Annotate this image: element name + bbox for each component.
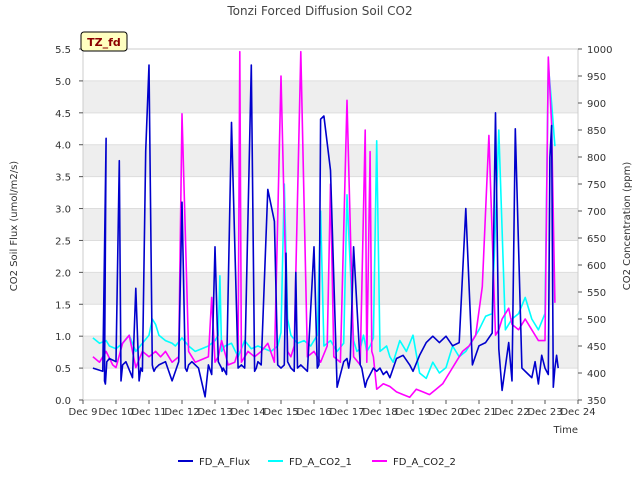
y-right-tick-label: 550 [587, 288, 606, 299]
y-right-tick-label: 450 [587, 342, 606, 353]
y-left-tick-label: 4.0 [55, 141, 71, 152]
site-badge: TZ_fd [80, 31, 128, 52]
y-right-tick-label: 900 [587, 99, 606, 110]
legend-item-co2-2: FD_A_CO2_2 [372, 457, 456, 468]
series-line-fd-a-flux [92, 64, 559, 398]
x-tick-label: Dec 16 [296, 407, 331, 418]
background-band [83, 272, 578, 305]
x-tick-label: Dec 24 [560, 407, 595, 418]
y-right-tick-label: 350 [587, 396, 606, 407]
y-right-tick-label: 600 [587, 261, 606, 272]
x-tick-label: Dec 9 [69, 407, 98, 418]
x-tick-label: Dec 15 [263, 407, 298, 418]
x-tick-label: Dec 13 [197, 407, 232, 418]
y-right-tick-label: 400 [587, 369, 606, 380]
x-tick-label: Dec 11 [131, 407, 166, 418]
y-right-tick-label: 1000 [587, 45, 612, 56]
legend: FD_A_Flux FD_A_CO2_1 FD_A_CO2_2 [178, 457, 456, 468]
x-tick-label: Dec 22 [494, 407, 529, 418]
y-axis-left-label: CO2 Soil Flux (umol/m2/s) [9, 161, 20, 291]
x-axis-label: Time [553, 425, 578, 436]
x-tick-label: Dec 10 [98, 407, 133, 418]
y-left-tick-label: 2.0 [55, 268, 71, 279]
y-left-tick-label: 4.5 [55, 109, 71, 120]
y-left-tick-label: 1.0 [55, 332, 71, 343]
legend-label-flux: FD_A_Flux [199, 457, 250, 468]
y-left-tick-label: 5.0 [55, 77, 71, 88]
series-layer [92, 50, 559, 399]
series-line-fd-a-co2-2 [92, 50, 556, 399]
site-badge-label: TZ_fd [87, 36, 121, 49]
y-left-tick-label: 1.5 [55, 300, 71, 311]
x-tick-label: Dec 20 [428, 407, 463, 418]
y-right-tick-label: 750 [587, 180, 606, 191]
legend-label-co2-1: FD_A_CO2_1 [289, 457, 352, 468]
y-right-tick-label: 650 [587, 234, 606, 245]
legend-label-co2-2: FD_A_CO2_2 [393, 457, 456, 468]
y-axis-right-label: CO2 Concentration (ppm) [622, 162, 633, 291]
y-right-tick-label: 700 [587, 207, 606, 218]
x-tick-label: Dec 12 [164, 407, 199, 418]
x-tick-label: Dec 17 [329, 407, 364, 418]
chart-title: Tonzi Forced Diffusion Soil CO2 [226, 4, 412, 18]
y-right-tick-label: 500 [587, 315, 606, 326]
x-tick-label: Dec 18 [362, 407, 397, 418]
y-axis-left-ticks: 0.0 0.5 1.0 1.5 2.0 2.5 3.0 3.5 4.0 4.5 5.0 5.5 [55, 45, 83, 407]
y-right-tick-label: 800 [587, 153, 606, 164]
site-badge-box [80, 31, 128, 52]
plot-frame [82, 48, 579, 401]
background-band [83, 80, 578, 113]
y-left-tick-label: 3.0 [55, 205, 71, 216]
legend-item-flux: FD_A_Flux [178, 457, 250, 468]
y-right-tick-label: 950 [587, 72, 606, 83]
y-left-tick-label: 3.5 [55, 173, 71, 184]
x-tick-label: Dec 21 [461, 407, 496, 418]
y-left-tick-label: 5.5 [55, 45, 71, 56]
y-left-tick-label: 0.0 [55, 396, 71, 407]
x-tick-label: Dec 23 [527, 407, 562, 418]
y-right-tick-label: 850 [587, 126, 606, 137]
y-axis-right-ticks: 350 400 450 500 550 600 650 700 750 800 850 900 950 1… [578, 45, 612, 407]
y-left-tick-label: 2.5 [55, 236, 71, 247]
y-left-tick-label: 0.5 [55, 364, 71, 375]
x-tick-label: Dec 14 [230, 407, 265, 418]
legend-item-co2-1: FD_A_CO2_1 [268, 457, 352, 468]
x-tick-label: Dec 19 [395, 407, 430, 418]
